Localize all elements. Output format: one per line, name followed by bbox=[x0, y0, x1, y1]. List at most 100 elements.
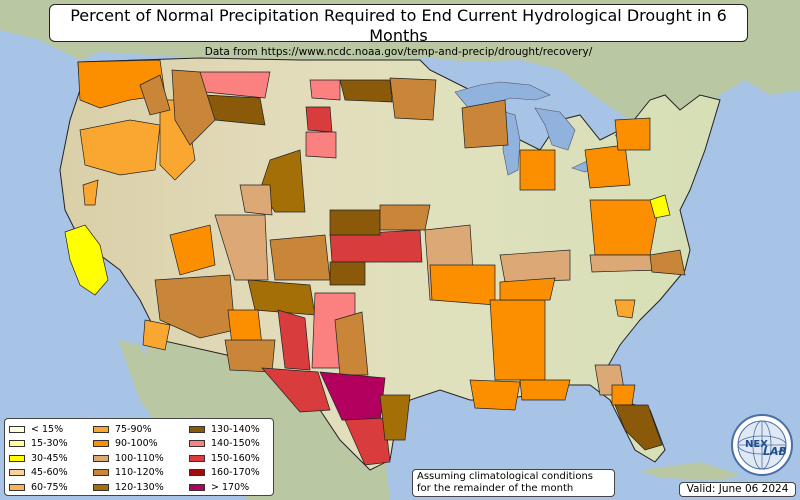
region-120-130-tx-east bbox=[379, 394, 411, 441]
assumption-note: Assuming climatological conditions for t… bbox=[412, 469, 615, 497]
logo-text-2: LAB bbox=[763, 445, 787, 458]
region-110-120-co bbox=[269, 234, 331, 281]
cuba-land bbox=[640, 462, 740, 480]
region-110-120-tx-pan bbox=[334, 311, 369, 376]
region-100-110-utah bbox=[214, 214, 269, 281]
legend-swatch bbox=[189, 483, 205, 491]
region-90-100-ohio bbox=[519, 149, 556, 191]
region-110-120-wisc bbox=[461, 99, 509, 149]
region-30-45-california bbox=[64, 224, 109, 296]
legend-label: 15-30% bbox=[31, 438, 68, 450]
legend-item: 120-130% bbox=[93, 480, 164, 495]
region-100-110-va bbox=[589, 254, 661, 273]
legend-label: 160-170% bbox=[211, 467, 260, 479]
map-title: Percent of Normal Precipitation Required… bbox=[70, 6, 727, 45]
legend-item: 75-90% bbox=[93, 422, 164, 437]
legend-column: 130-140% 140-150% 150-160% 160-170% > 170% bbox=[189, 422, 260, 495]
legend-swatch bbox=[189, 440, 205, 448]
legend-swatch bbox=[9, 440, 25, 448]
region-90-100-ms bbox=[489, 299, 546, 381]
region-130-140-ok bbox=[329, 261, 366, 286]
legend-swatch bbox=[93, 425, 109, 433]
legend-item: 160-170% bbox=[189, 466, 260, 481]
legend-item: 130-140% bbox=[189, 422, 260, 437]
region-140-150-sd bbox=[305, 131, 337, 159]
legend-item: > 170% bbox=[189, 480, 260, 495]
region-30-45-md bbox=[649, 194, 671, 219]
legend-label: 110-120% bbox=[115, 467, 164, 479]
region-110-120-ks bbox=[379, 204, 431, 231]
legend-label: 45-60% bbox=[31, 467, 68, 479]
region-75-90-nevada-edge bbox=[82, 179, 99, 206]
region-90-100-ny bbox=[614, 117, 651, 151]
region-90-100-pnw bbox=[77, 59, 166, 109]
legend-label: 90-100% bbox=[115, 438, 158, 450]
note-line-1: Assuming climatological conditions bbox=[417, 471, 593, 482]
region-90-100-va bbox=[589, 199, 661, 256]
legend-item: 45-60% bbox=[9, 466, 68, 481]
legend-item: 60-75% bbox=[9, 480, 68, 495]
region-150-160-ks bbox=[329, 229, 423, 263]
region-110-120-az bbox=[154, 274, 236, 339]
region-110-120-nm bbox=[224, 339, 276, 373]
legend-swatch bbox=[9, 425, 25, 433]
legend-label: < 15% bbox=[31, 423, 64, 435]
legend-swatch bbox=[93, 483, 109, 491]
legend-item: 15-30% bbox=[9, 437, 68, 452]
legend-swatch bbox=[9, 483, 25, 491]
legend-swatch bbox=[93, 440, 109, 448]
legend-label: > 170% bbox=[211, 481, 250, 493]
region-110-120-mn bbox=[389, 77, 437, 121]
region-90-100-fl-north bbox=[611, 384, 636, 406]
region-90-100-pa bbox=[584, 144, 631, 189]
region-110-120-nc bbox=[649, 249, 686, 276]
drought-regions bbox=[64, 59, 686, 466]
legend-label: 75-90% bbox=[115, 423, 152, 435]
legend-item: < 15% bbox=[9, 422, 68, 437]
note-line-2: for the remainder of the month bbox=[417, 483, 574, 494]
legend-label: 120-130% bbox=[115, 481, 164, 493]
region-90-100-la bbox=[469, 379, 521, 411]
legend-swatch bbox=[93, 469, 109, 477]
region-100-110-wyoming bbox=[239, 184, 273, 216]
legend-label: 30-45% bbox=[31, 452, 68, 464]
legend-swatch bbox=[9, 454, 25, 462]
map-subtitle: Data from https://www.ncdc.noaa.gov/temp… bbox=[204, 46, 593, 58]
lake-michigan bbox=[502, 111, 521, 176]
legend-swatch bbox=[189, 454, 205, 462]
valid-date: Valid: June 06 2024 bbox=[679, 482, 796, 497]
region-130-140-fl bbox=[614, 404, 663, 451]
legend-item: 150-160% bbox=[189, 451, 260, 466]
legend-item: 100-110% bbox=[93, 451, 164, 466]
region-90-100-gulf bbox=[519, 379, 571, 401]
region-90-100-tn bbox=[499, 277, 556, 301]
region-150-160-tx-south bbox=[344, 417, 391, 466]
region-90-100-sc bbox=[614, 299, 636, 319]
legend-label: 60-75% bbox=[31, 481, 68, 493]
legend-label: 150-160% bbox=[211, 452, 260, 464]
region-90-100-ar bbox=[429, 264, 496, 306]
title-box: Percent of Normal Precipitation Required… bbox=[49, 4, 748, 58]
legend-swatch bbox=[93, 454, 109, 462]
legend-label: 130-140% bbox=[211, 423, 260, 435]
legend-column: < 15% 15-30% 30-45% 45-60% 60-75% bbox=[9, 422, 68, 495]
legend-swatch bbox=[189, 425, 205, 433]
legend-item: 110-120% bbox=[93, 466, 164, 481]
logo-text-1: NEX bbox=[745, 439, 768, 450]
region-130-140-ks bbox=[329, 209, 381, 236]
legend-label: 140-150% bbox=[211, 438, 260, 450]
lake-huron bbox=[534, 107, 576, 151]
region-130-140-nd bbox=[339, 79, 393, 103]
region-110-120-idaho bbox=[139, 74, 171, 116]
legend-swatch bbox=[189, 469, 205, 477]
legend-label: 100-110% bbox=[115, 452, 164, 464]
legend: < 15% 15-30% 30-45% 45-60% 60-75% 75-90% 90-10… bbox=[4, 418, 274, 496]
legend-item: 30-45% bbox=[9, 451, 68, 466]
region-110-120-montana bbox=[171, 69, 216, 146]
globe-logo-icon: NEX LAB bbox=[731, 414, 793, 476]
region-90-100-nevada bbox=[169, 224, 216, 276]
region-75-90-oregon bbox=[79, 119, 161, 176]
region-100-110-ky bbox=[499, 249, 571, 283]
